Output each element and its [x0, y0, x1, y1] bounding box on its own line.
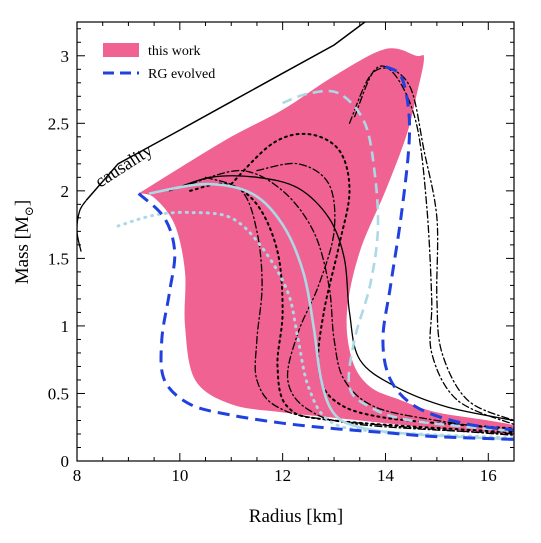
- eos-curve-3: [189, 169, 514, 432]
- y-axis-label-sub: ⊙: [22, 206, 36, 216]
- x-tick-label: 8: [73, 466, 82, 485]
- causality-annotation: causality: [91, 140, 156, 192]
- eos-curve-6: [256, 162, 514, 435]
- x-tick-label: 10: [171, 466, 188, 485]
- plot-area: [77, 22, 514, 441]
- causality-hook-curve: [77, 199, 87, 252]
- eos-curve-5: [353, 65, 514, 426]
- y-tick-label: 3: [61, 47, 70, 66]
- y-axis-label: Mass [M⊙]: [12, 200, 36, 284]
- tick-labels: 8 10 12 14 16 0 0.5 1 1.5 2 2.5 3: [48, 47, 497, 485]
- y-tick-label: 1: [61, 317, 70, 336]
- y-axis-label-close: ]: [12, 200, 33, 206]
- x-axis-label: Radius [km]: [249, 506, 343, 527]
- light-blue-dotted-curve: [116, 210, 514, 440]
- band-this-work: [138, 48, 514, 435]
- y-tick-label: 2: [61, 182, 70, 201]
- y-tick-label: 2.5: [48, 114, 69, 133]
- y-tick-label: 0.5: [48, 384, 69, 403]
- eos-curve-7: [204, 176, 514, 436]
- legend: this work RG evolved: [103, 43, 215, 82]
- light-blue-dashed-curve: [282, 89, 514, 433]
- legend-swatch-band: [103, 43, 139, 57]
- x-tick-label: 16: [480, 466, 497, 485]
- eos-curve-2: [230, 132, 514, 430]
- eos-curve-4: [348, 67, 514, 422]
- rg-evolved-outer-curve: [381, 65, 514, 432]
- eos-curve-1: [168, 175, 514, 422]
- legend-label-band: this work: [148, 44, 201, 59]
- rg-evolved-inner-curve: [137, 192, 514, 441]
- plot-frame: [76, 21, 515, 462]
- x-tick-label: 14: [377, 466, 395, 485]
- legend-label-rg: RG evolved: [148, 67, 215, 82]
- x-tick-label: 12: [274, 466, 291, 485]
- y-tick-label: 1.5: [48, 249, 69, 268]
- axis-ticks: [76, 22, 515, 462]
- y-tick-label: 0: [61, 452, 70, 471]
- y-axis-label-main: Mass [M: [12, 216, 33, 284]
- causality-line: [85, 22, 366, 201]
